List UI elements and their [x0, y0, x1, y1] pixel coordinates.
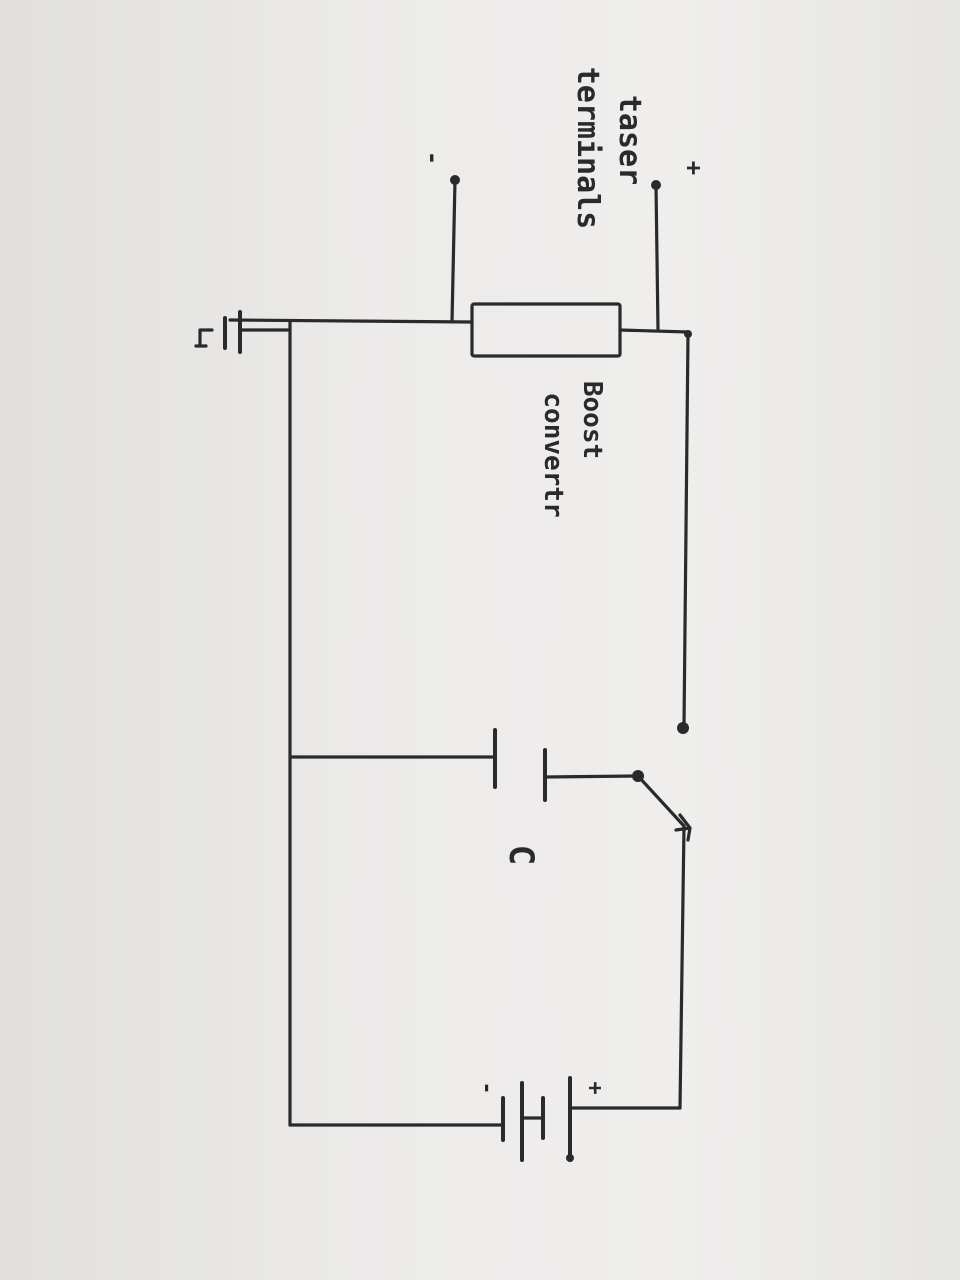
boost-label-line2: convertr [538, 392, 568, 517]
boost-label-line1: Boost [577, 381, 607, 459]
battery-plus-label: + [582, 1081, 607, 1094]
taser-label-line1: taser [612, 95, 647, 185]
boost-positive-out [618, 328, 690, 334]
taser-label-line2: terminals [570, 67, 605, 230]
switch-arrow-icon [674, 813, 692, 842]
ground-icon [194, 328, 214, 348]
battery-minus-label: - [474, 1081, 499, 1094]
battery-dot-1 [566, 1154, 574, 1162]
boost-converter-box [470, 302, 622, 358]
negative-bus-top [228, 318, 474, 324]
minus-terminal-label: - [419, 151, 447, 165]
plus-terminal-label: + [680, 161, 708, 175]
minus-terminal-lead [450, 178, 457, 324]
capacitor-lead-right [543, 774, 638, 779]
right-rail-upper [682, 332, 690, 728]
right-rail-lower [678, 824, 686, 1110]
switch-contact-a [677, 722, 689, 734]
capacitor-label: C [501, 845, 541, 865]
plus-terminal-lead [654, 183, 660, 332]
switch-blade [636, 774, 686, 828]
